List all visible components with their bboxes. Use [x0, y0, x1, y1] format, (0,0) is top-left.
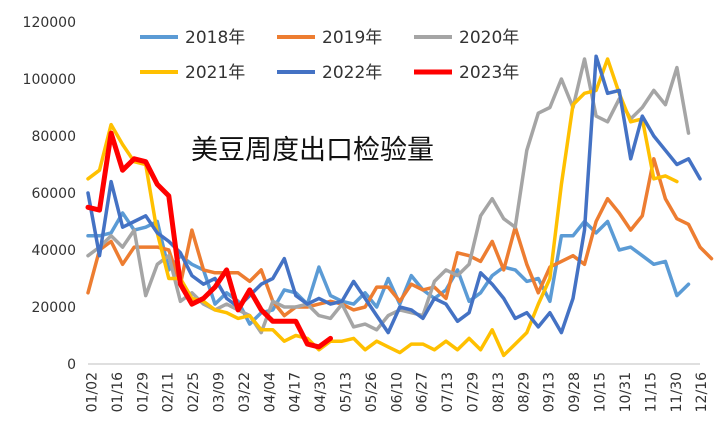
- x-axis: 01/02 01/16 01/29 02/11 02/25 03/09 03/22 04/04…: [84, 363, 710, 412]
- x-tick-label: 03/09: [211, 372, 227, 412]
- series-line-2021年: [86, 57, 679, 358]
- x-tick-label: 05/26: [364, 372, 380, 412]
- x-tick-label: 06/10: [389, 372, 405, 412]
- legend-label: 2021年: [185, 63, 245, 83]
- legend-item: 2021年: [140, 63, 245, 83]
- x-tick-label: 06/27: [415, 372, 431, 412]
- legend-label: 2018年: [185, 28, 245, 48]
- x-tick-label: 04/04: [262, 372, 278, 412]
- x-tick-label: 02/25: [186, 372, 202, 412]
- legend-item: 2020年: [414, 28, 519, 48]
- x-tick-label: 02/11: [161, 372, 177, 412]
- legend-label: 2019年: [322, 28, 382, 48]
- legend-label: 2020年: [459, 28, 519, 48]
- y-axis-ticks: 0 20000 40000 60000 80000 100000 120000: [23, 15, 76, 373]
- x-tick-label: 05/13: [339, 372, 355, 412]
- series-group: [85, 54, 714, 358]
- x-tick-label: 04/30: [313, 372, 329, 412]
- legend-item: 2023年: [414, 63, 519, 83]
- y-tick-label: 60000: [31, 186, 76, 202]
- x-tick-label: 03/22: [237, 372, 253, 412]
- x-tick-label: 09/28: [567, 372, 583, 412]
- series-line-2019年: [86, 157, 714, 318]
- x-tick-label: 11/15: [643, 372, 659, 412]
- y-tick-label: 120000: [23, 15, 76, 31]
- series-line-2023年: [85, 130, 333, 350]
- legend-label: 2023年: [459, 63, 519, 83]
- legend-label: 2022年: [322, 63, 382, 83]
- chart-title: 美豆周度出口检验量: [191, 135, 434, 166]
- y-tick-label: 80000: [31, 129, 76, 145]
- legend-item: 2018年: [140, 28, 245, 48]
- x-tick-label: 04/17: [288, 372, 304, 412]
- x-tick-label: 11/30: [669, 372, 685, 412]
- x-tick-label: 01/29: [135, 372, 151, 412]
- x-tick-label: 12/16: [694, 372, 710, 412]
- y-tick-label: 20000: [31, 300, 76, 316]
- series-line-2020年: [86, 57, 691, 335]
- x-tick-label: 10/15: [593, 372, 609, 412]
- x-tick-label: 01/02: [84, 372, 100, 412]
- x-tick-label: 10/31: [618, 372, 634, 412]
- legend-item: 2022年: [277, 63, 382, 83]
- legend: 2018年 2019年 2020年 2021年 2022年 2023年: [140, 28, 519, 83]
- series-line-2022年: [86, 54, 702, 335]
- y-tick-label: 0: [67, 357, 76, 373]
- x-tick-label: 07/13: [440, 372, 456, 412]
- legend-item: 2019年: [277, 28, 382, 48]
- x-tick-label: 07/29: [466, 372, 482, 412]
- x-tick-label: 08/13: [491, 372, 507, 412]
- y-tick-label: 100000: [23, 72, 76, 88]
- x-tick-label: 09/13: [542, 372, 558, 412]
- x-tick-label: 01/16: [110, 372, 126, 412]
- series-line-2018年: [86, 211, 691, 326]
- x-tick-label: 08/29: [516, 372, 532, 412]
- y-tick-label: 40000: [31, 243, 76, 259]
